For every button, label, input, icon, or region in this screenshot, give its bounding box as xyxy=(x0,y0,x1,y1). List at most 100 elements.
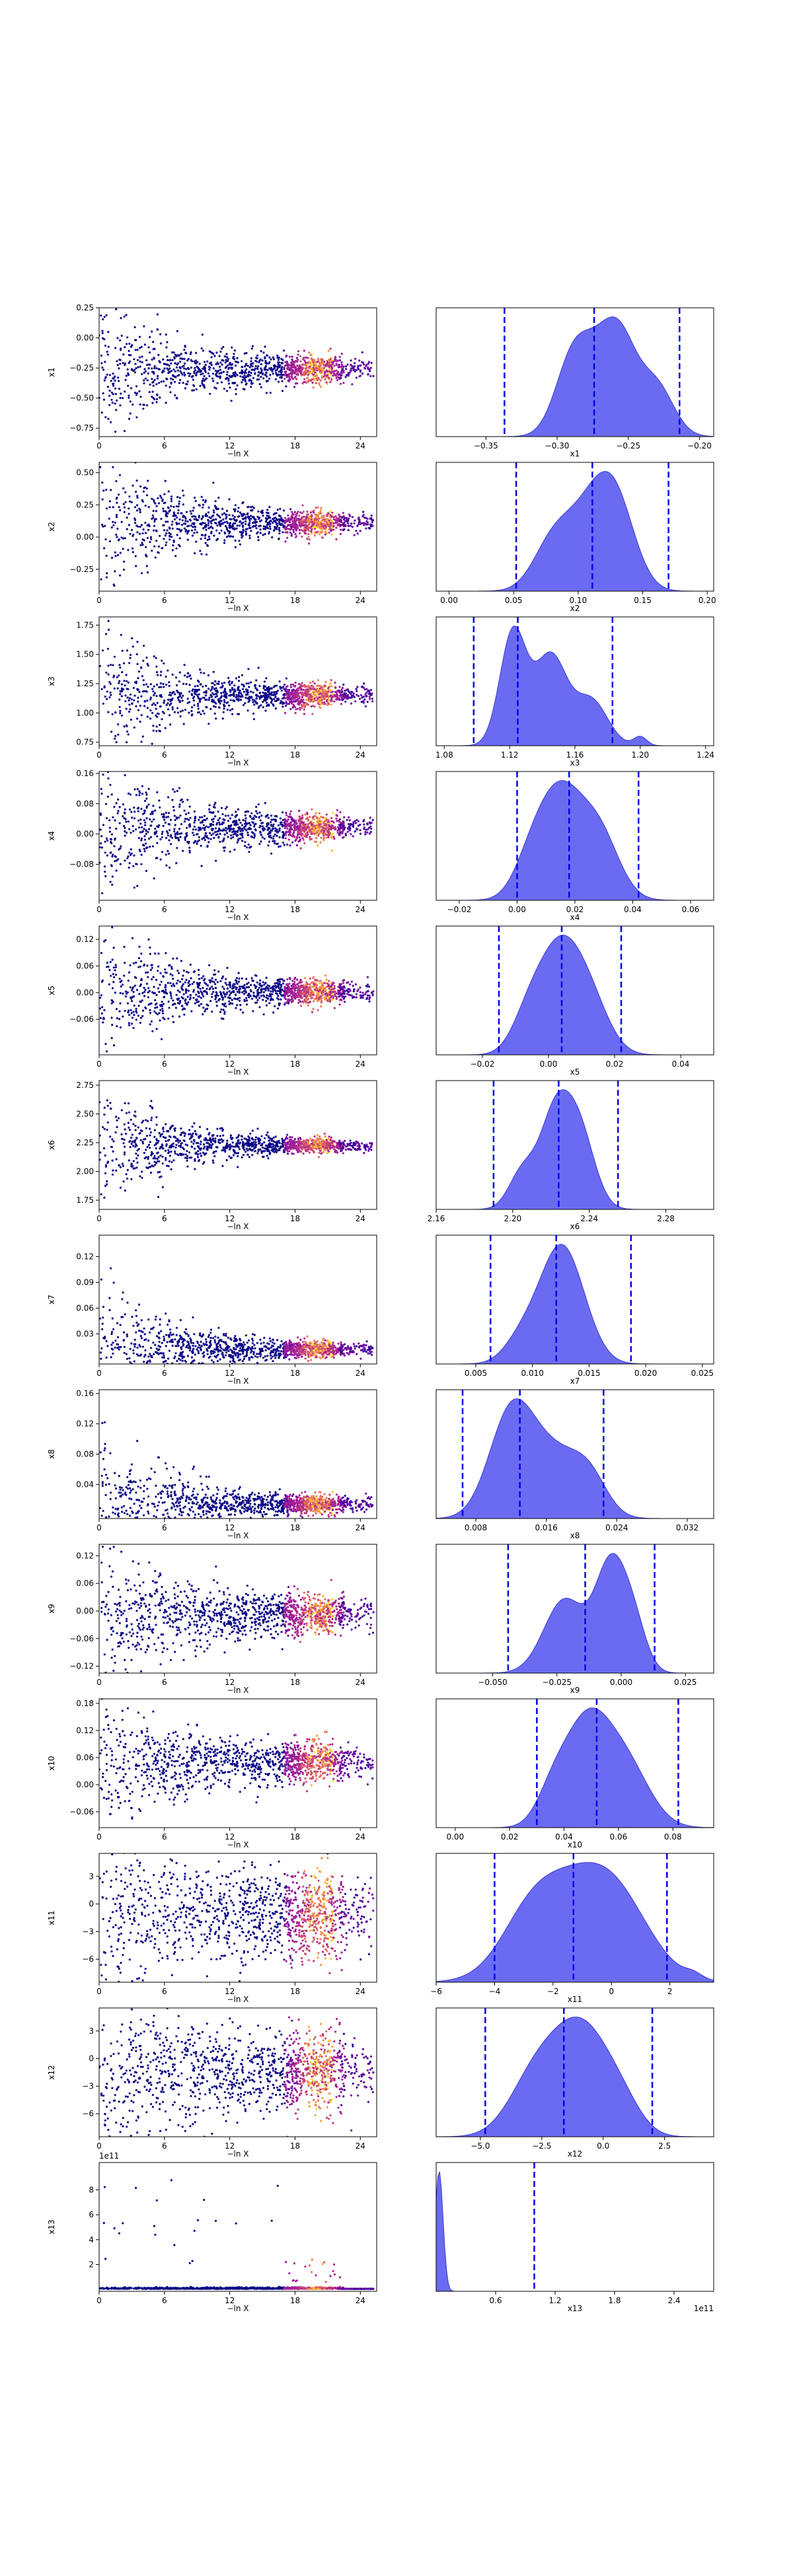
trace-point xyxy=(160,686,163,688)
trace-point xyxy=(196,694,198,696)
trace-point xyxy=(257,536,260,538)
trace-point xyxy=(195,690,198,693)
trace-point xyxy=(262,534,264,536)
trace-point xyxy=(332,516,335,519)
trace-point xyxy=(229,522,232,524)
trace-point xyxy=(231,346,233,349)
trace-point xyxy=(317,819,319,822)
trace-point xyxy=(138,390,141,393)
trace-point xyxy=(285,834,287,836)
trace-point xyxy=(228,680,231,683)
trace-point xyxy=(369,689,373,692)
trace-point xyxy=(213,386,216,389)
trace-point xyxy=(203,814,206,817)
trace-point xyxy=(178,695,182,698)
trace-point xyxy=(337,517,340,520)
trace-point xyxy=(270,367,273,369)
trace-point xyxy=(308,362,311,365)
trace-point xyxy=(295,513,297,516)
trace-point xyxy=(139,365,141,368)
trace-point xyxy=(313,511,315,514)
trace-point xyxy=(330,528,333,531)
trace-point xyxy=(154,703,157,706)
trace-point xyxy=(212,670,215,673)
trace-point xyxy=(166,529,169,532)
trace-point xyxy=(123,824,126,828)
trace-point xyxy=(218,532,221,534)
trace-point xyxy=(101,330,104,332)
trace-point xyxy=(325,381,328,384)
trace-point xyxy=(185,511,188,513)
trace-point xyxy=(240,534,243,536)
trace-point xyxy=(321,371,323,374)
trace-point xyxy=(119,693,122,696)
trace-point xyxy=(173,356,176,359)
trace-point xyxy=(201,334,204,336)
trace-point xyxy=(112,373,114,375)
trace-point xyxy=(202,818,205,822)
trace-point xyxy=(241,536,243,539)
trace-point xyxy=(119,396,122,400)
trace-point xyxy=(211,818,213,821)
trace-point xyxy=(129,793,132,796)
trace-point xyxy=(216,830,219,833)
trace-point xyxy=(250,812,253,814)
trace-point xyxy=(278,526,281,529)
trace-point xyxy=(139,822,142,825)
trace-point xyxy=(222,371,225,373)
trace-point xyxy=(255,806,258,808)
trace-point xyxy=(128,862,131,865)
trace-point xyxy=(329,347,332,350)
trace-point xyxy=(245,363,247,367)
trace-point xyxy=(307,684,309,687)
trace-point xyxy=(218,821,221,824)
trace-point xyxy=(138,532,141,535)
trace-point xyxy=(294,516,297,519)
trace-point xyxy=(117,858,120,861)
trace-point xyxy=(241,376,245,378)
trace-point xyxy=(320,385,322,388)
trace-point xyxy=(128,507,130,510)
trace-point xyxy=(167,812,170,814)
trace-point xyxy=(112,853,114,856)
trace-point xyxy=(339,532,342,536)
trace-point xyxy=(291,841,294,843)
trace-point xyxy=(199,550,202,552)
trace-point xyxy=(149,709,152,712)
trace-point xyxy=(319,684,322,687)
trace-point xyxy=(225,694,227,698)
trace-point xyxy=(303,349,305,352)
trace-point xyxy=(303,684,306,686)
trace-point xyxy=(159,361,161,364)
trace-point xyxy=(179,836,182,838)
trace-point xyxy=(237,713,241,715)
trace-point xyxy=(140,740,143,743)
trace-point xyxy=(169,829,171,832)
trace-point xyxy=(227,357,230,360)
trace-point xyxy=(194,515,197,518)
trace-point xyxy=(192,507,195,509)
trace-point xyxy=(178,816,180,819)
trace-point xyxy=(354,362,356,365)
trace-point xyxy=(311,370,313,373)
trace-point xyxy=(118,664,121,666)
trace-point xyxy=(278,365,281,369)
trace-point xyxy=(358,523,360,526)
trace-point xyxy=(247,843,250,846)
trace-point xyxy=(206,538,209,542)
trace-point xyxy=(170,702,172,705)
trace-point xyxy=(333,838,336,840)
trace-point xyxy=(153,524,156,527)
trace-point xyxy=(267,826,270,829)
trace-point xyxy=(291,355,293,358)
trace-point xyxy=(213,712,216,715)
trace-point xyxy=(143,645,145,647)
trace-point xyxy=(265,371,268,374)
trace-point xyxy=(321,359,324,362)
trace-point xyxy=(172,539,175,542)
trace-point xyxy=(291,513,294,515)
trace-point xyxy=(104,851,106,854)
trace-point xyxy=(367,692,370,695)
trace-point xyxy=(101,332,104,334)
